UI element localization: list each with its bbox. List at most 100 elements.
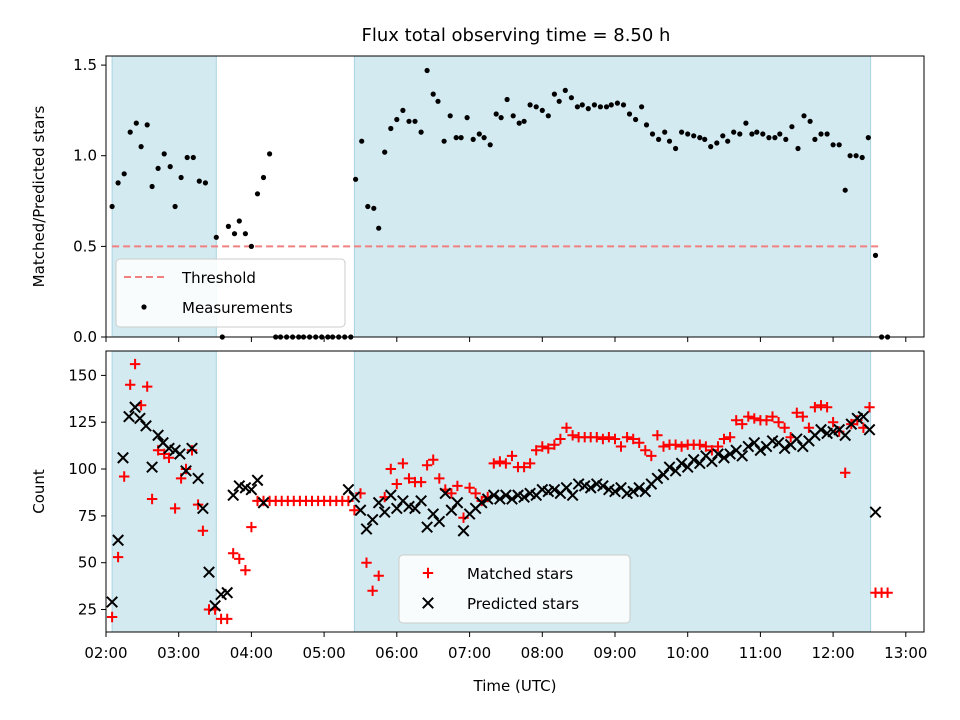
matched-star-point <box>724 432 736 443</box>
matched-star-point <box>434 473 445 484</box>
measurement-point <box>394 116 400 123</box>
measurement-point <box>591 102 598 108</box>
legend-measurements-swatch <box>141 304 147 310</box>
measurement-point <box>720 133 726 139</box>
matched-star-point <box>670 439 681 450</box>
matched-star-point <box>180 463 192 475</box>
measurement-point <box>842 187 848 193</box>
measurement-point <box>155 165 161 171</box>
measurement-point <box>504 96 510 103</box>
predicted-star-point <box>506 493 518 505</box>
matched-star-point <box>652 430 663 441</box>
measurement-point <box>643 122 650 128</box>
bottom-axes-frame <box>105 350 925 633</box>
measurement-point <box>376 225 382 231</box>
measurement-point <box>579 102 585 108</box>
measurement-point <box>731 129 737 135</box>
measurement-point <box>267 151 273 157</box>
measurement-point <box>464 115 470 121</box>
matched-star-point <box>821 402 833 413</box>
matched-star-point <box>840 467 851 478</box>
measurement-point <box>236 218 242 224</box>
measurement-point <box>161 151 167 157</box>
matched-star-point <box>163 452 175 463</box>
measurement-point <box>487 142 493 148</box>
matched-star-point <box>603 432 615 443</box>
measurement-point <box>435 98 441 104</box>
bottom-y-ticks: 25 50 75 100 125 150 <box>68 366 106 619</box>
matched-star-point <box>767 411 778 422</box>
measurement-point <box>585 106 591 112</box>
predicted-star-point <box>718 451 730 464</box>
matched-star-point <box>791 407 802 418</box>
measurement-point <box>178 174 184 181</box>
measurement-point <box>127 129 133 135</box>
predicted-star-point <box>366 513 379 526</box>
measurement-points <box>109 67 891 340</box>
legend-predicted-label: Predicted stars <box>467 595 579 613</box>
matched-star-point <box>146 493 158 505</box>
matched-star-point <box>119 471 130 482</box>
measurement-point <box>388 125 394 132</box>
predicted-star-point <box>790 433 803 445</box>
matched-star-point <box>815 400 827 411</box>
measurement-point <box>754 129 760 135</box>
measurement-point <box>772 135 778 141</box>
predicted-star-point <box>180 464 192 477</box>
measurement-point <box>666 138 673 144</box>
matched-star-point <box>561 422 572 433</box>
matched-star-point <box>549 439 560 450</box>
matched-star-point <box>464 482 475 493</box>
predicted-star-point <box>360 523 373 535</box>
legend-matched-label: Matched stars <box>467 565 573 583</box>
predicted-star-point <box>445 504 458 517</box>
x-tick-label: 02:00 <box>84 644 127 662</box>
measurement-point <box>626 111 633 117</box>
measurement-point <box>213 234 219 240</box>
matched-star-point <box>773 417 784 428</box>
measurement-point <box>382 149 388 155</box>
measurement-point <box>202 180 208 186</box>
measurement-point <box>562 87 568 93</box>
matched-star-point <box>882 587 893 598</box>
predicted-star-point <box>487 489 500 502</box>
measurement-point <box>737 131 743 137</box>
matched-star-point <box>761 415 772 426</box>
legend-box <box>115 258 346 328</box>
x-tick-label: 08:00 <box>521 644 564 662</box>
bottom-legend: Matched stars Predicted stars <box>398 554 631 624</box>
matched-star-point <box>749 413 760 424</box>
measurement-point <box>190 154 196 161</box>
y-tick-label: 1.0 <box>73 147 97 165</box>
predicted-star-point <box>354 504 367 517</box>
matched-star-point <box>373 570 384 581</box>
x-axis-label: Time (UTC) <box>473 677 557 695</box>
measurement-point <box>521 118 527 124</box>
measurement-point <box>679 129 685 135</box>
measurement-point <box>766 135 772 141</box>
measurement-point <box>702 136 708 142</box>
matched-star-point <box>634 437 645 448</box>
measurement-point <box>807 118 813 124</box>
measurement-point <box>777 131 783 137</box>
predicted-star-point <box>863 423 876 436</box>
measurement-point <box>568 95 575 101</box>
measurement-point <box>184 154 190 161</box>
predicted-star-point <box>384 489 397 502</box>
measurement-point <box>225 223 231 229</box>
matched-star-point <box>537 441 548 452</box>
measurement-point <box>795 145 801 152</box>
predicted-star-point <box>152 429 165 442</box>
predicted-star-point <box>245 483 258 496</box>
measurement-point <box>859 154 865 161</box>
predicted-star-point <box>173 448 186 460</box>
predicted-star-point <box>209 599 222 612</box>
predicted-star-point <box>633 481 646 494</box>
measurement-point <box>556 98 562 104</box>
x-tick-label: 11:00 <box>739 644 782 662</box>
measurement-point <box>662 129 668 135</box>
measurement-point <box>481 135 487 141</box>
measurement-point <box>725 138 731 144</box>
matched-star-point <box>506 450 518 462</box>
matched-star-point <box>112 551 124 563</box>
